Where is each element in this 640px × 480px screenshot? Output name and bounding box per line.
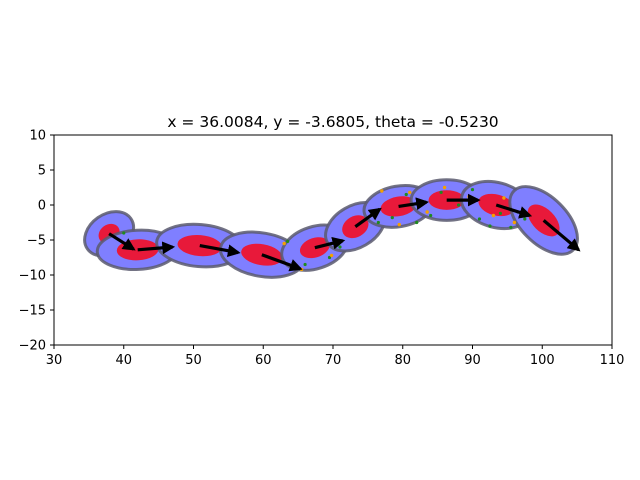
- landmark-green-1: [286, 239, 290, 243]
- landmark-green-7: [404, 192, 408, 197]
- landmark-green-6: [390, 216, 394, 220]
- x-tick-label-8: 110: [600, 353, 625, 368]
- y-tick-label-5: −15: [19, 304, 46, 319]
- y-tick-label-0: 10: [29, 129, 46, 144]
- landmark-green-8: [415, 220, 419, 225]
- landmark-green-12: [470, 188, 475, 192]
- landmark-orange-5: [408, 190, 412, 195]
- heading-arrow-3: [261, 253, 303, 272]
- landmark-orange-4: [397, 222, 401, 227]
- y-tick-label-1: 5: [38, 164, 46, 179]
- x-tick-label-5: 80: [394, 353, 411, 368]
- x-tick-label-7: 100: [530, 353, 555, 368]
- landmark-orange-2: [329, 253, 334, 258]
- landmark-orange-0: [282, 241, 286, 246]
- x-tick-label-1: 40: [115, 353, 132, 368]
- x-tick-label-4: 70: [325, 353, 342, 368]
- landmark-orange-1: [299, 267, 304, 272]
- heading-arrow-5: [354, 207, 382, 229]
- heading-arrow-0: [108, 232, 136, 251]
- heading-arrow-6: [398, 197, 429, 211]
- chart-title: x = 36.0084, y = -3.6805, theta = -0.523…: [167, 113, 498, 131]
- landmark-green-10: [439, 190, 443, 194]
- heading-arrow-9: [542, 219, 581, 252]
- landmark-green-18: [523, 217, 527, 221]
- y-tick-label-3: −5: [27, 234, 46, 249]
- x-tick-label-0: 30: [46, 353, 63, 368]
- landmark-green-5: [376, 220, 380, 225]
- landmark-orange-7: [442, 185, 447, 190]
- landmark-green-4: [338, 245, 342, 249]
- landmark-green-0: [122, 231, 126, 235]
- landmark-green-15: [498, 211, 502, 215]
- landmark-green-14: [488, 224, 492, 228]
- y-tick-label-2: 0: [38, 199, 46, 214]
- heading-arrow-4: [314, 236, 346, 250]
- landmark-green-2: [303, 262, 307, 267]
- x-tick-label-3: 60: [255, 353, 272, 368]
- plot-area: [83, 178, 581, 279]
- landmark-orange-10: [502, 196, 506, 200]
- landmark-orange-11: [512, 220, 517, 225]
- landmark-green-3: [327, 255, 332, 260]
- landmark-green-9: [429, 213, 433, 218]
- landmark-green-13: [477, 217, 482, 221]
- landmark-orange-3: [380, 189, 384, 193]
- landmark-orange-9: [491, 213, 496, 218]
- landmark-green-11: [456, 203, 461, 207]
- landmark-green-16: [509, 225, 513, 229]
- landmark-orange-6: [425, 210, 429, 214]
- y-tick-label-6: −20: [19, 339, 46, 354]
- x-tick-label-6: 90: [464, 353, 481, 368]
- heading-arrow-1: [137, 241, 176, 255]
- x-tick-label-2: 50: [185, 353, 202, 368]
- heading-arrow-2: [199, 244, 241, 258]
- heading-arrow-8: [495, 203, 533, 219]
- landmark-orange-8: [467, 194, 471, 199]
- y-tick-label-4: −10: [19, 269, 46, 284]
